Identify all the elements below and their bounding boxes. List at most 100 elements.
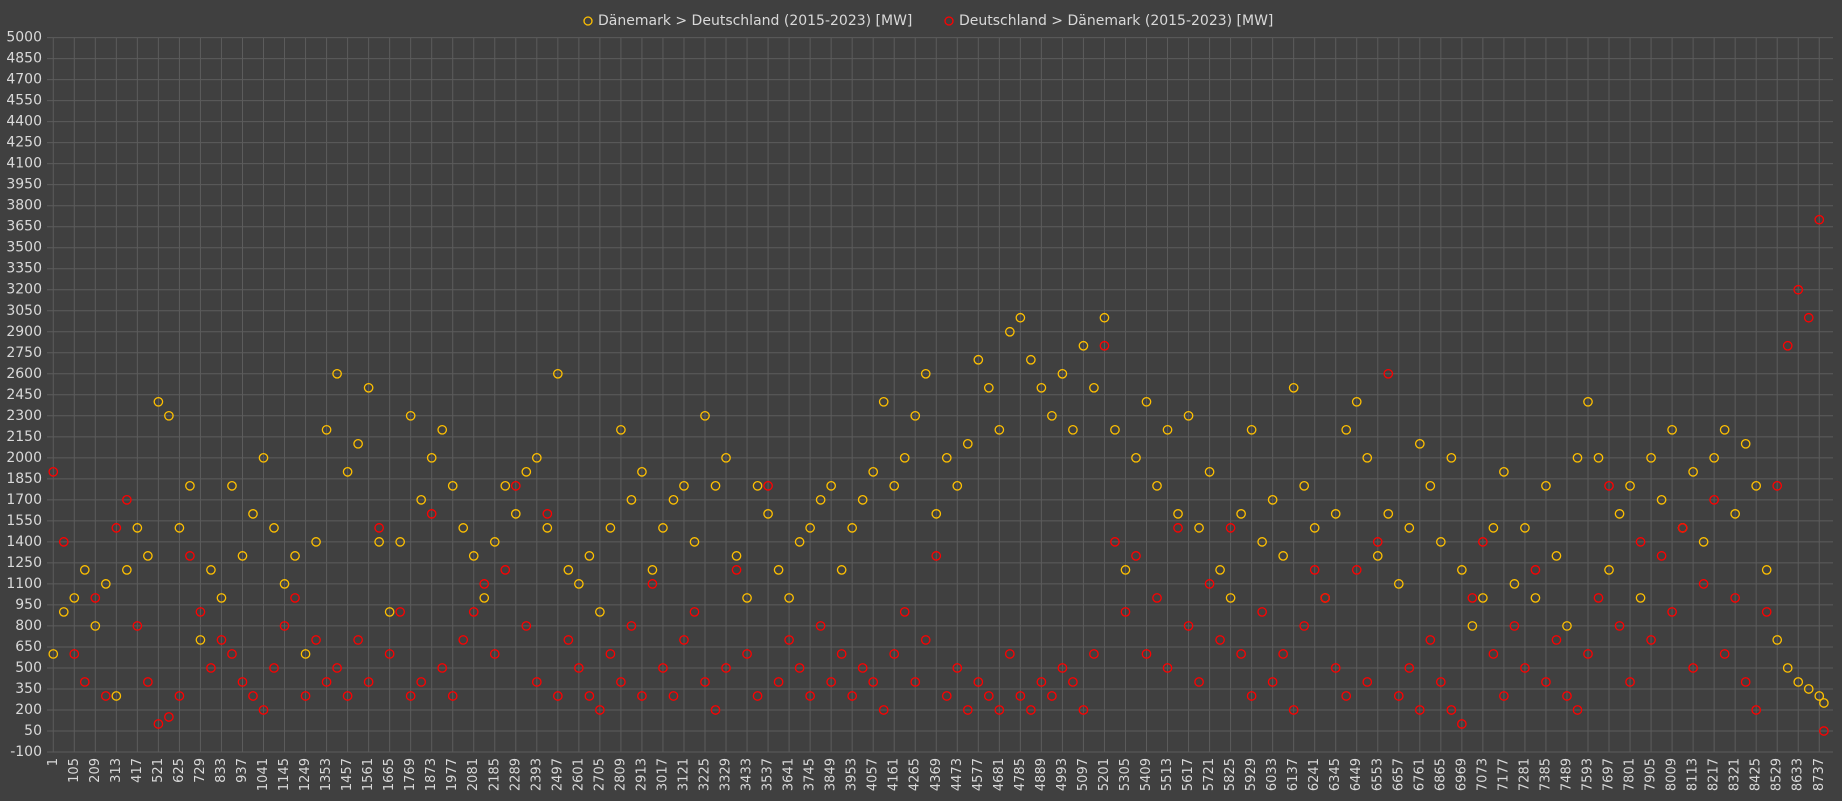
point — [1015, 312, 1026, 323]
point — [489, 649, 500, 659]
point — [1351, 396, 1362, 407]
x-tick-label: 5513 — [1160, 758, 1175, 791]
point — [1635, 537, 1646, 547]
point — [332, 368, 342, 379]
point — [1257, 537, 1267, 547]
y-tick-label: 3350 — [6, 261, 42, 277]
x-tick-label: 8113 — [1686, 758, 1701, 791]
point — [1819, 698, 1829, 708]
point — [1530, 593, 1541, 603]
point — [700, 677, 710, 687]
point — [279, 579, 290, 589]
point — [269, 523, 279, 533]
y-tick-label: 4550 — [6, 93, 42, 109]
x-tick-label: 8009 — [1665, 758, 1680, 791]
point — [195, 635, 206, 645]
x-tick-label: 1249 — [298, 758, 313, 791]
point — [584, 551, 595, 561]
point — [174, 691, 185, 701]
y-tick-label: 4100 — [6, 156, 42, 172]
point — [510, 509, 521, 519]
x-tick-label: 521 — [151, 758, 166, 783]
x-tick-label: 4265 — [908, 758, 923, 791]
x-tick-label: 4785 — [1013, 758, 1028, 791]
point — [1036, 382, 1047, 393]
point — [1173, 509, 1183, 519]
point — [290, 593, 300, 603]
point — [395, 537, 406, 547]
point — [689, 537, 700, 547]
point — [458, 523, 469, 533]
point — [1267, 677, 1278, 687]
y-tick-label: 1400 — [6, 534, 42, 550]
point — [90, 621, 101, 631]
point — [1625, 481, 1635, 491]
point — [1572, 452, 1583, 463]
y-tick-label: 4850 — [6, 51, 42, 67]
point — [458, 635, 469, 645]
point — [384, 607, 395, 617]
point — [353, 635, 363, 645]
point — [1688, 466, 1698, 477]
point — [605, 649, 616, 659]
point — [1131, 551, 1141, 561]
point — [174, 523, 185, 533]
point — [1488, 523, 1499, 533]
point — [889, 649, 900, 659]
point — [679, 635, 689, 645]
x-tick-label: 7697 — [1602, 758, 1617, 791]
x-tick-label: 1457 — [340, 758, 355, 791]
point — [100, 579, 111, 589]
point — [889, 481, 900, 491]
x-tick-label: 1873 — [424, 758, 439, 791]
point — [595, 705, 605, 715]
point — [1089, 649, 1099, 659]
point — [311, 537, 321, 547]
point — [1194, 677, 1204, 687]
x-tick-label: 8321 — [1728, 758, 1743, 791]
point — [1551, 551, 1562, 561]
y-tick-label: 3650 — [6, 219, 42, 235]
point — [1593, 593, 1604, 603]
point — [763, 509, 773, 519]
point — [1257, 607, 1267, 617]
point — [1646, 452, 1656, 463]
point — [574, 663, 584, 673]
x-tick-label: 3225 — [698, 758, 713, 791]
point — [48, 649, 59, 659]
point — [300, 649, 311, 659]
x-tick-label: 2393 — [529, 758, 544, 791]
point — [910, 677, 921, 687]
legend-label: Dänemark > Deutschland (2015-2023) [MW] — [598, 13, 912, 29]
point — [941, 691, 952, 701]
point — [1026, 354, 1036, 365]
point — [468, 551, 479, 561]
point — [1299, 621, 1310, 631]
point — [121, 565, 132, 575]
point — [216, 593, 227, 603]
point — [1782, 340, 1793, 351]
point — [479, 579, 490, 589]
point — [1614, 621, 1625, 631]
x-tick-label: 4577 — [971, 758, 986, 791]
point — [1772, 481, 1783, 491]
point — [1204, 579, 1215, 589]
point — [1520, 663, 1530, 673]
x-tick-label: 625 — [172, 758, 187, 783]
point — [1814, 691, 1825, 701]
point — [58, 607, 69, 617]
y-tick-label: 2150 — [6, 429, 42, 445]
point — [1751, 705, 1762, 715]
point — [973, 677, 984, 687]
point — [1246, 691, 1257, 701]
point — [1656, 551, 1667, 561]
x-tick-label: 1041 — [256, 758, 271, 791]
point — [1751, 481, 1762, 491]
point — [689, 607, 700, 617]
x-tick-label: 5201 — [1097, 758, 1112, 791]
y-tick-label: 950 — [15, 597, 42, 613]
point — [1141, 649, 1152, 659]
point — [1404, 523, 1415, 533]
point — [721, 452, 731, 463]
point — [742, 649, 752, 659]
